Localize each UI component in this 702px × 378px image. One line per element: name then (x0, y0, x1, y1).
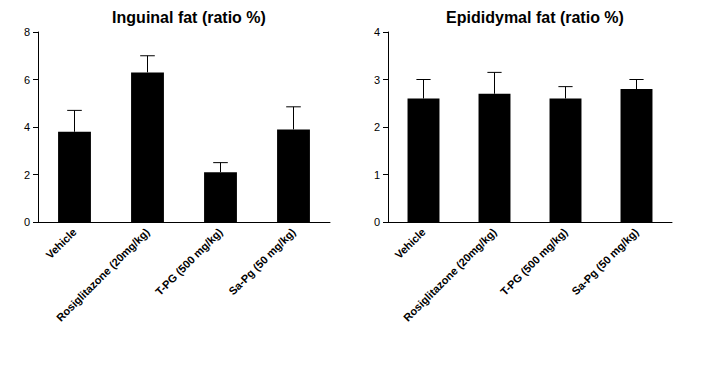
svg-text:Sa-Pg (50 mg/kg): Sa-Pg (50 mg/kg) (569, 226, 641, 298)
svg-text:T-PG (500 mg/kg): T-PG (500 mg/kg) (153, 226, 225, 298)
svg-text:2: 2 (374, 121, 380, 133)
svg-text:4: 4 (24, 121, 30, 133)
svg-text:Vehicle: Vehicle (392, 226, 427, 261)
svg-text:0: 0 (374, 216, 380, 228)
svg-text:T-PG (500 mg/kg): T-PG (500 mg/kg) (498, 226, 570, 298)
svg-text:0: 0 (24, 216, 30, 228)
svg-text:3: 3 (374, 74, 380, 86)
svg-text:Epididymal fat (ratio %): Epididymal fat (ratio %) (446, 9, 624, 26)
svg-text:Rosiglitazone (20mg/kg): Rosiglitazone (20mg/kg) (401, 226, 499, 324)
svg-text:Vehicle: Vehicle (43, 226, 78, 261)
svg-text:8: 8 (24, 26, 30, 38)
svg-text:Sa-Pg (50 mg/kg): Sa-Pg (50 mg/kg) (226, 226, 298, 298)
svg-text:Inguinal fat (ratio %): Inguinal fat (ratio %) (112, 9, 266, 26)
svg-text:1: 1 (374, 169, 380, 181)
svg-text:4: 4 (374, 26, 380, 38)
svg-text:6: 6 (24, 74, 30, 86)
svg-text:Rosiglitazone (20mg/kg): Rosiglitazone (20mg/kg) (54, 226, 152, 324)
svg-text:2: 2 (24, 169, 30, 181)
